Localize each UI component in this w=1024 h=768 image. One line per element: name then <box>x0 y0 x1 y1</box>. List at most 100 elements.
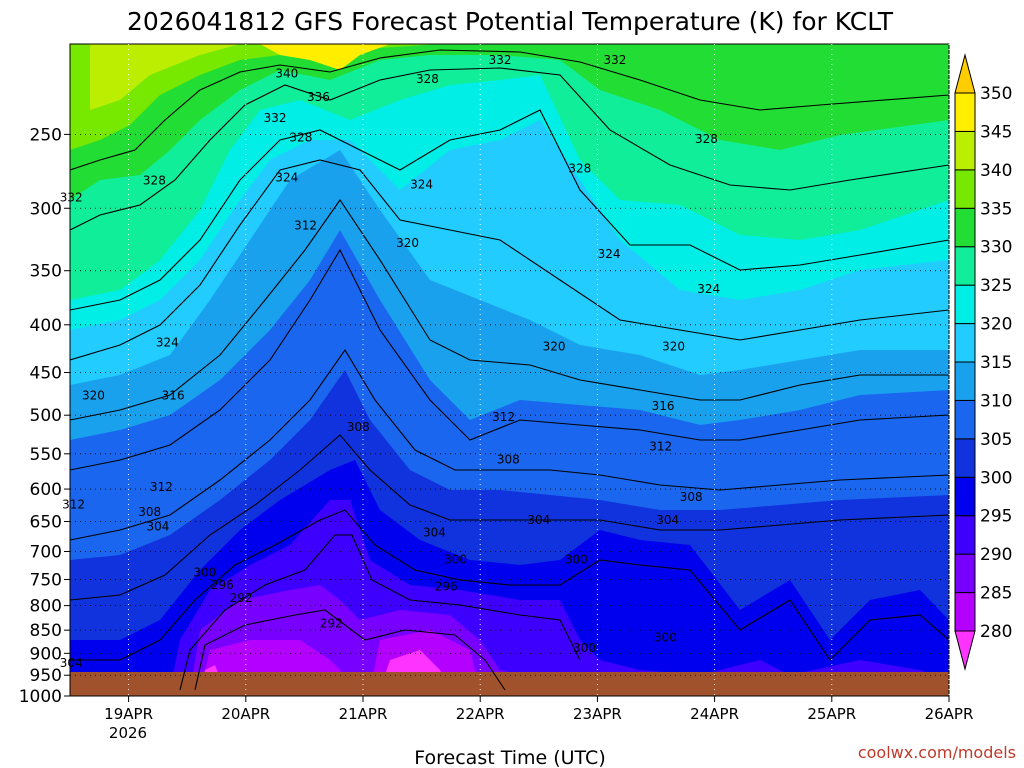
x-tick-label: 25APR <box>807 705 856 723</box>
colorbar-segment <box>954 284 976 325</box>
contour-label: 324 <box>410 178 433 192</box>
contour-label: 312 <box>492 410 515 424</box>
contour-label: 324 <box>697 282 720 296</box>
contour-label: 324 <box>598 247 621 261</box>
y-tick-label: 500 <box>30 406 62 426</box>
y-tick-label: 950 <box>30 666 62 686</box>
contour-label: 320 <box>82 388 105 402</box>
contour-line <box>70 49 949 171</box>
contour-label: 332 <box>264 111 287 125</box>
contour-label: 300 <box>565 553 588 567</box>
contour-label: 296 <box>435 579 458 593</box>
colorbar-label: 295 <box>980 507 1012 527</box>
contour-label: 308 <box>347 420 370 434</box>
contour-label: 328 <box>568 162 591 176</box>
colorbar-label: 325 <box>980 276 1012 296</box>
colorbar-segment <box>954 399 976 440</box>
contour-label: 332 <box>60 190 83 204</box>
contour-line <box>70 67 949 231</box>
contour-label: 308 <box>680 490 703 504</box>
contour-label: 320 <box>662 339 685 353</box>
x-tick-label: 26APR <box>925 705 974 723</box>
colorbar-segment <box>954 246 976 286</box>
colorbar-segment <box>954 323 976 363</box>
contour-label: 320 <box>396 236 419 250</box>
x-tick-label: 20APR <box>221 705 270 723</box>
colorbar-label: 300 <box>980 468 1012 488</box>
contour-label: 296 <box>211 578 234 592</box>
colorbar-segment <box>954 207 976 248</box>
colorbar-label: 280 <box>980 622 1012 642</box>
gridlines <box>70 44 950 697</box>
contour-line <box>70 199 949 421</box>
y-tick-label: 600 <box>30 480 62 500</box>
colorbar-segment <box>954 361 976 401</box>
colorbar-segment <box>954 130 976 171</box>
y-tick-label: 400 <box>30 316 62 336</box>
colorbar-label: 285 <box>980 584 1012 604</box>
x-axis-label: Forecast Time (UTC) <box>414 747 605 768</box>
colorbar: 280 285 290 295 300 305 310 315 320 325 330 335 340 3… <box>954 53 1012 671</box>
colorbar-label: 310 <box>980 391 1012 411</box>
y-tick-label: 850 <box>30 621 62 641</box>
colorbar-label: 345 <box>980 122 1012 142</box>
contour-label: 324 <box>156 336 179 350</box>
x-axis: 19APR 20APR 21APR 22APR 23APR 24APR 25APR 26APR <box>104 696 973 723</box>
contour-label: 312 <box>150 480 173 494</box>
y-tick-label: 450 <box>30 364 62 384</box>
contour-label: 336 <box>307 90 330 104</box>
contour-label: 316 <box>652 399 675 413</box>
contour-label: 292 <box>230 591 253 605</box>
x-tick-label: 21APR <box>339 705 388 723</box>
ground <box>70 672 949 696</box>
y-axis: 250 300 350 400 450 500 550 600 650 700 750 800 850 9… <box>19 125 70 707</box>
x-tick-label: 23APR <box>573 705 622 723</box>
y-tick-label: 350 <box>30 262 62 282</box>
colorbar-segment <box>954 515 976 555</box>
chart-title: 2026041812 GFS Forecast Potential Temper… <box>127 7 894 36</box>
contour-label: 304 <box>656 513 679 527</box>
y-tick-label: 750 <box>30 570 62 590</box>
y-tick-label: 650 <box>30 512 62 532</box>
band-335 <box>70 44 949 200</box>
y-tick-label: 250 <box>30 125 62 145</box>
contour-label: 332 <box>489 53 512 67</box>
y-tick-label: 300 <box>30 199 62 219</box>
colorbar-label: 320 <box>980 315 1012 335</box>
x-tick-label: 19APR <box>104 705 153 723</box>
colorbar-label: 305 <box>980 430 1012 450</box>
colorbar-segment <box>954 592 976 632</box>
contour-label: 304 <box>423 526 446 540</box>
band-345 <box>90 44 240 110</box>
contour-label: 312 <box>294 218 317 232</box>
contour-line <box>70 248 949 471</box>
contour-label: 328 <box>143 173 166 187</box>
x-tick-label: 22APR <box>456 705 505 723</box>
contour-label: 332 <box>604 53 627 67</box>
contour-line <box>70 109 949 311</box>
contour-label: 304 <box>60 656 83 670</box>
colorbar-segment <box>954 169 976 209</box>
colorbar-extend-high <box>954 53 976 94</box>
y-tick-label: 800 <box>30 597 62 617</box>
colorbar-segment <box>954 92 976 132</box>
colorbar-label: 330 <box>980 238 1012 258</box>
colorbar-label: 290 <box>980 545 1012 565</box>
y-tick-label: 550 <box>30 445 62 465</box>
credit-text: coolwx.com/models <box>858 743 1016 762</box>
y-tick-label: 1000 <box>19 687 62 707</box>
colorbar-label: 315 <box>980 353 1012 373</box>
contour-line <box>194 609 506 691</box>
contour-label: 300 <box>573 641 596 655</box>
contour-label: 324 <box>275 170 298 184</box>
contour-line <box>70 159 949 361</box>
colorbar-segment <box>954 476 976 517</box>
contour-label: 300 <box>654 631 677 645</box>
colorbar-label: 335 <box>980 199 1012 219</box>
colorbar-segment <box>954 438 976 478</box>
contour-label: 312 <box>649 439 672 453</box>
contour-label: 292 <box>320 616 343 630</box>
contour-label: 308 <box>138 505 161 519</box>
plot-area <box>70 44 949 696</box>
